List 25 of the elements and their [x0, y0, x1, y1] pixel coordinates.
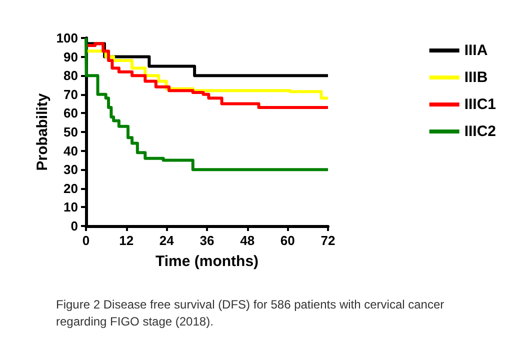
x-tick-label: 12 — [119, 233, 134, 248]
y-tick-label: 90 — [64, 49, 78, 64]
x-tick-label: 60 — [280, 233, 295, 248]
y-tick-label: 40 — [64, 143, 78, 158]
x-tick-label: 36 — [200, 233, 214, 248]
y-tick-label: 0 — [70, 218, 78, 234]
y-axis-title: Probability — [34, 92, 51, 171]
y-tick-label: 50 — [64, 124, 78, 140]
x-tick-label: 24 — [159, 233, 175, 248]
y-tick-label: 80 — [64, 68, 78, 84]
y-tick-label: 30 — [64, 162, 78, 178]
legend-label: IIIA — [464, 42, 488, 59]
y-tick-label: 20 — [64, 180, 78, 196]
y-tick-label: 70 — [64, 86, 78, 102]
y-tick-label: 10 — [64, 200, 78, 215]
x-tick-label: 48 — [240, 233, 255, 248]
x-tick-label: 0 — [82, 233, 90, 248]
y-tick-label: 60 — [64, 106, 78, 121]
y-tick-label: 100 — [56, 30, 78, 46]
x-tick-label: 72 — [320, 233, 336, 248]
x-axis-title: Time (months) — [155, 253, 259, 270]
legend-label: IIIB — [464, 69, 488, 86]
legend-label: IIIC2 — [464, 123, 496, 140]
legend-label: IIIC1 — [464, 96, 496, 113]
caption: Figure 2 Disease free survival (DFS) for 586 patients with cervical cancer regarding FIGO stage (2018). — [56, 298, 448, 328]
